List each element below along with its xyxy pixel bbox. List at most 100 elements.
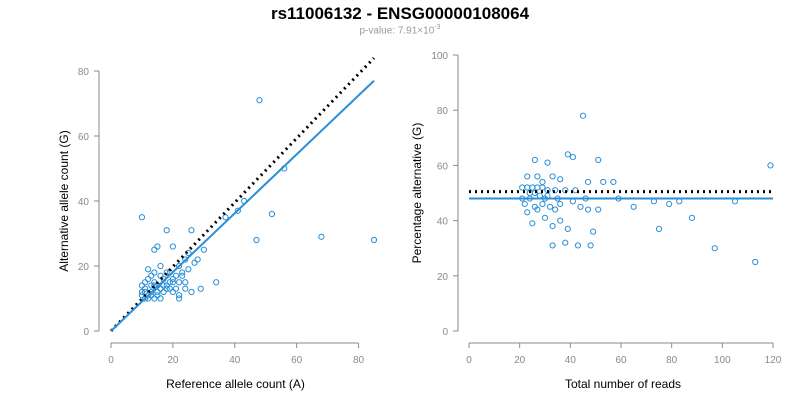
x-tick-label: 20 [167,355,179,366]
data-point [148,272,155,279]
data-point [169,243,176,250]
data-point [197,285,204,292]
data-point [584,178,592,186]
data-point [213,279,220,286]
data-point [172,285,180,292]
data-point [539,184,546,191]
data-point [564,151,571,158]
data-point [541,214,549,221]
y-axis-title: Alternative allele count (G) [57,130,71,271]
data-point [549,173,556,180]
chart-title: rs11006132 - ENSG00000108064 [270,4,530,23]
data-point [234,207,241,214]
data-point [549,223,556,230]
x-tick-label: 20 [514,355,526,366]
data-point [175,295,183,302]
data-point [590,228,597,235]
data-point [534,206,541,213]
x-tick-label: 0 [108,355,114,366]
data-point [154,243,161,250]
data-point [169,275,176,283]
data-point [595,156,602,163]
data-point [169,288,176,296]
y-tick-label: 40 [437,217,449,228]
data-point [539,178,546,186]
data-point [610,178,617,186]
data-point [531,189,538,197]
data-point [154,288,161,296]
data-point [534,184,541,191]
data-point [557,176,564,183]
data-point [579,112,587,119]
y-tick-label: 40 [78,197,90,208]
data-point [562,239,569,246]
data-point [148,282,155,289]
y-axis-title: Percentage alternative (G) [410,123,424,264]
data-point [188,227,195,234]
y-tick-label: 100 [431,51,448,62]
data-point [163,227,170,234]
data-point [552,206,559,213]
x-tick-label: 80 [353,355,365,366]
data-point [160,282,167,289]
data-point [179,272,186,279]
x-tick-label: 60 [291,355,303,366]
data-point [569,154,576,161]
data-point [711,245,718,252]
data-point [531,156,538,163]
x-axis-title: Reference allele count (A) [166,377,305,391]
data-point [175,262,183,270]
data-point [179,269,186,276]
data-point [529,184,536,191]
data-point [138,214,146,221]
data-point [138,288,146,296]
data-point [529,220,536,227]
data-point [630,203,637,210]
data-point [557,217,564,224]
plot-right: 0 20 40 60 80 100 120 0 20 40 60 80 100 Total number … [410,51,782,391]
data-point [752,258,759,266]
data-point [145,266,152,273]
data-point [200,246,207,253]
data-point [151,246,158,253]
data-point [182,279,189,286]
plot-left: 0 20 40 60 80 0 20 40 60 80 Reference allele count… [57,56,378,391]
data-point [268,210,275,218]
data-point [182,285,189,292]
x-tick-label: 40 [565,355,577,366]
data-point [145,275,152,283]
data-point [521,200,528,208]
data-point [166,285,173,292]
x-tick-label: 80 [666,355,678,366]
data-point [524,173,531,180]
data-point [688,214,696,221]
data-point [163,285,170,292]
data-point [175,292,183,299]
x-tick-label: 40 [229,355,241,366]
y-tick-label: 20 [437,272,449,283]
data-point [166,279,173,286]
data-point [577,203,584,210]
x-tick-label: 0 [466,355,472,366]
data-point [666,200,673,208]
pvalue-subtitle: p-value: 7.91×10-3 [0,24,800,36]
data-point [253,236,260,244]
data-point [574,242,582,249]
y-tick-label: 0 [442,327,448,338]
data-point [185,266,192,273]
data-point [524,209,531,216]
data-point [539,200,546,208]
data-point [172,272,180,279]
data-point [519,184,526,191]
x-tick-label: 100 [714,355,731,366]
data-point [546,203,554,210]
data-point [552,187,559,194]
data-point [524,184,531,191]
data-point [564,225,571,232]
pvalue-exponent: -3 [434,24,441,31]
data-point [157,285,164,292]
reference-line [109,56,376,333]
data-point [595,206,602,213]
